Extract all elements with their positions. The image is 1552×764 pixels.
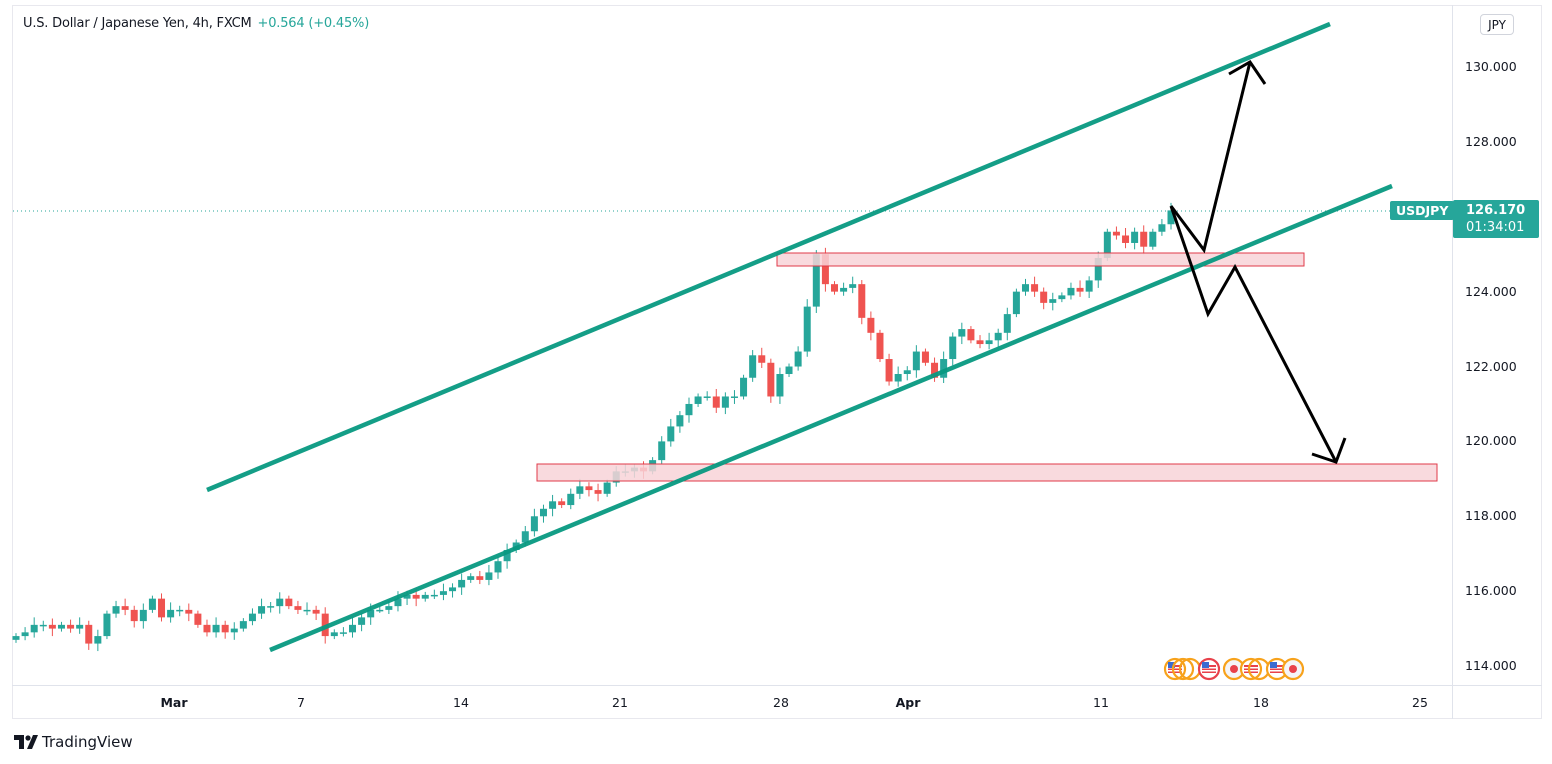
economic-events-row[interactable] [1163, 656, 1313, 682]
time-tick: 25 [1412, 695, 1428, 710]
price-tick: 130.000 [1465, 59, 1517, 74]
us-flag-event-icon[interactable] [1197, 657, 1221, 681]
bearish-arrowhead-icon [1311, 437, 1347, 464]
us-flag-event-icon[interactable] [1163, 657, 1187, 681]
last-price-value: 126.170 [1466, 203, 1526, 218]
time-tick: 18 [1253, 695, 1269, 710]
candlestick-series [12, 202, 1175, 652]
time-tick: 11 [1093, 695, 1109, 710]
us-flag-event-icon[interactable] [1265, 657, 1289, 681]
tradingview-logo[interactable]: TradingView [14, 733, 133, 751]
bar-countdown: 01:34:01 [1466, 220, 1525, 235]
channel-upper-line[interactable] [206, 21, 1331, 493]
bullish-arrowhead-icon [1228, 60, 1267, 85]
event-stack-icon[interactable] [1171, 657, 1195, 681]
price-tick: 120.000 [1465, 433, 1517, 448]
time-tick: Apr [895, 695, 921, 710]
price-change: +0.564 (+0.45%) [257, 16, 370, 31]
price-tick: 128.000 [1465, 134, 1517, 149]
support-zone-lower[interactable] [536, 463, 1438, 482]
time-tick: 14 [453, 695, 469, 710]
symbol-title: U.S. Dollar / Japanese Yen, 4h, FXCM [23, 16, 252, 31]
symbol-legend[interactable]: U.S. Dollar / Japanese Yen, 4h, FXCM +0.5… [23, 16, 369, 31]
price-tick: 124.000 [1465, 284, 1517, 299]
time-tick: 21 [612, 695, 628, 710]
price-tick: 118.000 [1465, 508, 1517, 523]
last-price-tag: 126.170 01:34:01 [1453, 200, 1539, 238]
time-axis-divider [12, 685, 1542, 686]
time-tick: 28 [773, 695, 789, 710]
brand-name: TradingView [42, 733, 133, 751]
channel-lower-line[interactable] [269, 183, 1393, 653]
resistance-zone-upper[interactable] [776, 252, 1305, 267]
us-flag-event-icon[interactable] [1239, 657, 1263, 681]
price-tick: 116.000 [1465, 583, 1517, 598]
symbol-label-tag: USDJPY [1390, 201, 1455, 220]
bullish-projection-arrow[interactable] [1169, 61, 1252, 254]
price-tick: 122.000 [1465, 359, 1517, 374]
time-tick: 7 [297, 695, 305, 710]
time-tick: Mar [160, 695, 188, 710]
price-tick: 114.000 [1465, 658, 1517, 673]
chart-frame [12, 5, 1542, 719]
bearish-projection-arrow[interactable] [1169, 205, 1338, 463]
currency-button[interactable]: JPY [1480, 14, 1514, 35]
jp-flag-event-icon[interactable] [1281, 657, 1305, 681]
price-axis-divider [1452, 5, 1453, 719]
tradingview-logo-icon [14, 735, 38, 749]
